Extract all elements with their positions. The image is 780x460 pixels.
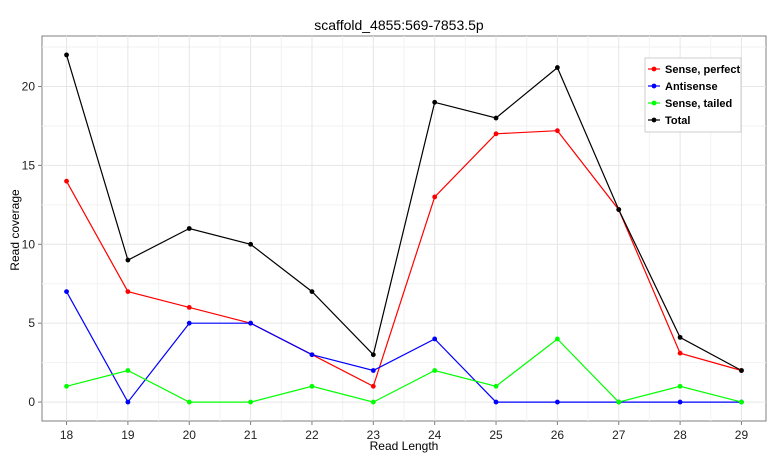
data-point-antisense (248, 320, 254, 326)
data-point-sense-tailed (248, 399, 254, 405)
data-point-sense-perfect (493, 131, 499, 137)
y-axis: 0 5 10 15 20 (22, 79, 42, 409)
data-point-sense-tailed (370, 399, 376, 405)
x-tick-label: 20 (183, 428, 197, 442)
legend-label: Sense, tailed (665, 98, 732, 110)
data-point-total (493, 115, 499, 121)
legend-item: Sense, tailed (648, 98, 732, 110)
data-point-total (370, 352, 376, 358)
data-point-total (309, 289, 315, 295)
x-axis-title: Read Length (370, 439, 439, 453)
data-point-total (432, 99, 438, 105)
series-line-total (65, 54, 742, 372)
legend-marker (651, 66, 657, 72)
legend-item: Antisense (648, 81, 718, 93)
data-point-total (677, 334, 683, 340)
x-axis: 18 19 20 21 22 23 24 25 26 27 28 29 (60, 421, 749, 442)
data-point-antisense (432, 336, 438, 342)
series-layer (64, 52, 744, 405)
data-point-total (554, 65, 560, 70)
x-tick-label: 26 (551, 428, 565, 442)
x-tick-label: 24 (428, 428, 442, 442)
series-line-sense-perfect (65, 130, 742, 388)
legend-label: Antisense (665, 81, 718, 93)
data-point-sense-perfect (64, 178, 69, 184)
data-point-antisense (493, 399, 499, 405)
y-tick-label: 10 (22, 237, 36, 251)
data-point-sense-tailed (186, 399, 192, 405)
data-point-antisense (64, 289, 69, 295)
data-point-total (186, 226, 192, 231)
x-tick-label: 22 (305, 428, 319, 442)
x-tick-label: 18 (60, 428, 74, 442)
x-tick-label: 25 (489, 428, 503, 442)
y-tick-label: 15 (22, 158, 36, 172)
data-point-antisense (186, 320, 192, 326)
data-point-antisense (309, 352, 315, 358)
x-tick-label: 19 (121, 428, 135, 442)
data-point-total (616, 207, 622, 212)
legend-marker (651, 100, 657, 106)
data-point-total (64, 52, 69, 58)
y-tick-label: 20 (22, 79, 36, 93)
y-tick-label: 0 (28, 395, 35, 409)
legend-item: Total (648, 115, 690, 127)
legend-marker (651, 117, 657, 123)
legend-label: Total (665, 115, 690, 127)
legend-item: Sense, perfect (648, 64, 741, 76)
data-point-sense-perfect (370, 383, 376, 389)
y-axis-title: Read coverage (8, 189, 22, 271)
data-point-sense-tailed (677, 383, 683, 389)
data-point-sense-tailed (309, 383, 315, 389)
x-tick-label: 29 (735, 428, 749, 442)
data-point-sense-perfect (677, 350, 683, 356)
data-point-antisense (554, 399, 560, 405)
x-tick-label: 21 (244, 428, 258, 442)
x-tick-label: 27 (612, 428, 626, 442)
data-point-total (739, 368, 744, 373)
data-point-sense-tailed (554, 336, 560, 342)
data-point-sense-tailed (432, 368, 438, 373)
data-point-sense-perfect (554, 128, 560, 134)
data-point-sense-perfect (186, 304, 192, 310)
series-line-antisense (65, 291, 742, 404)
legend-marker (651, 83, 657, 89)
data-point-total (248, 241, 254, 247)
x-tick-label: 28 (673, 428, 687, 442)
y-tick-label: 5 (28, 316, 35, 330)
data-point-sense-tailed (493, 383, 499, 389)
data-point-antisense (125, 399, 131, 405)
data-point-sense-perfect (125, 289, 131, 295)
chart-title: scaffold_4855:569-7853.5p (314, 17, 484, 33)
x-tick-label: 23 (367, 428, 381, 442)
series-line-sense-tailed (66, 338, 742, 403)
data-point-sense-tailed (125, 368, 131, 373)
data-point-antisense (677, 399, 683, 405)
data-point-total (125, 257, 131, 263)
data-point-antisense (370, 368, 376, 373)
data-point-sense-tailed (616, 399, 622, 405)
legend-label: Sense, perfect (665, 64, 741, 76)
data-point-sense-tailed (739, 399, 744, 405)
legend: Sense, perfect Antisense Sense, tailed Tota… (644, 57, 742, 133)
data-point-sense-tailed (64, 383, 69, 389)
data-point-sense-perfect (432, 194, 438, 200)
legend-box (644, 57, 742, 133)
